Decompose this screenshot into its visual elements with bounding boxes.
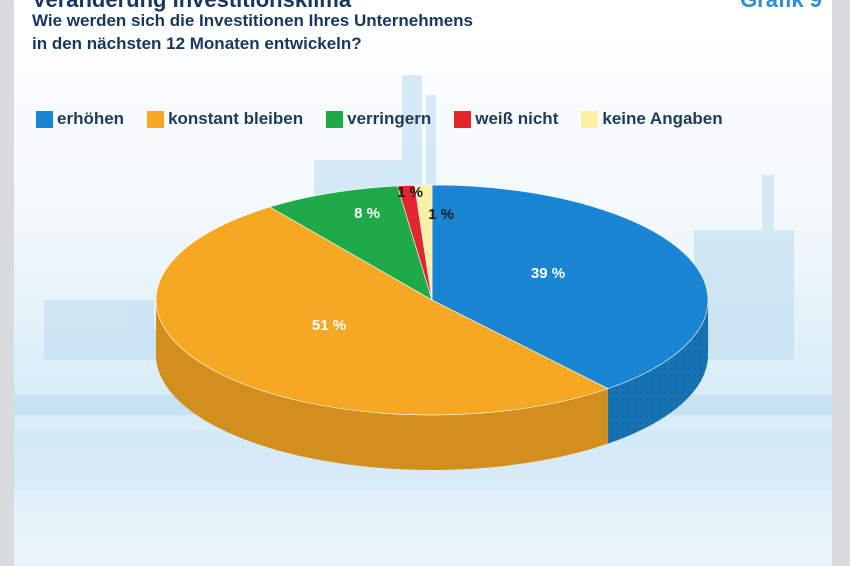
pie-slice-verringern [269,185,433,301]
pie-chart: 39 % 51 % 8 % 1 % 1 % [155,184,709,470]
pie-slice-keine-angaben [414,184,433,301]
legend-label: weiß nicht [475,109,559,128]
legend-item-verringern: verringern [326,109,431,129]
data-label-konstant-bleiben: 51 % [312,317,346,334]
legend-swatch [36,110,53,128]
legend-label: erhöhen [57,109,125,128]
data-label-verringern: 8 % [354,205,380,222]
legend-item-keine-angaben: keine Angaben [581,109,723,129]
legend-item-konstant-bleiben: konstant bleiben [147,109,303,129]
chart-legend: erhöhen konstant bleiben verringern weiß… [36,106,746,132]
question-line-1: Wie werden sich die Investitionen Ihres … [32,11,474,30]
pie-top-slices [155,184,709,416]
pie-side-texture [607,300,708,444]
pie-slice-konstant-bleiben [155,206,609,416]
pie-side-walls [156,300,708,470]
legend-label: konstant bleiben [168,109,304,128]
pie-slice-erhoehen [431,184,709,389]
survey-question: Wie werden sich die Investitionen Ihres … [32,9,632,55]
legend-swatch [581,110,599,128]
data-label-keine-angaben: 1 % [428,206,454,223]
legend-swatch [454,110,472,128]
figure-number-badge: Grafik 9 [740,0,822,13]
legend-label: verringern [347,109,432,128]
question-line-2: in den nächsten 12 Monaten entwickeln? [32,34,362,53]
legend-item-erhoehen: erhöhen [36,109,124,129]
data-label-weiss-nicht: 1 % [397,184,423,201]
data-label-erhoehen: 39 % [531,265,565,282]
legend-swatch [147,110,165,128]
chart-panel: Veränderung Investitionsklima Grafik 9 W… [14,0,832,566]
pie-side-konstant-bleiben [156,300,608,470]
legend-item-weiss-nicht: weiß nicht [454,109,558,129]
pie-data-labels: 39 % 51 % 8 % 1 % 1 % [312,184,565,334]
chart-heading: Veränderung Investitionsklima [32,0,351,13]
legend-swatch [326,110,344,128]
legend-label: keine Angaben [602,109,723,128]
